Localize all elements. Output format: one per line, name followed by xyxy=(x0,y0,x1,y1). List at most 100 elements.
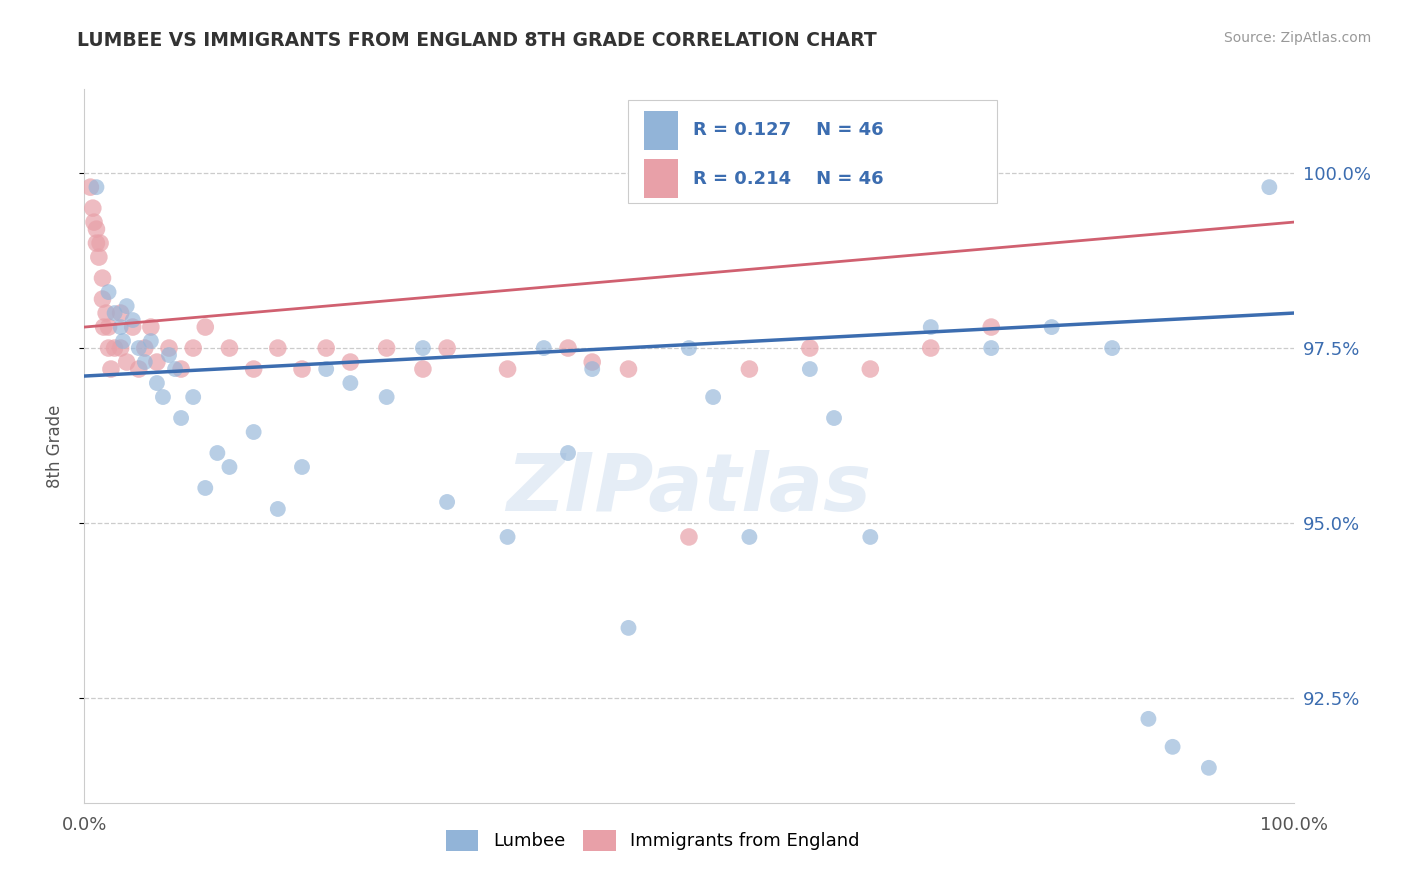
Point xyxy=(157,341,180,355)
Point xyxy=(170,362,193,376)
Text: Source: ZipAtlas.com: Source: ZipAtlas.com xyxy=(1223,31,1371,45)
Point xyxy=(738,362,761,376)
Point xyxy=(79,180,101,194)
Bar xyxy=(644,111,678,150)
Text: R = 0.127    N = 46: R = 0.127 N = 46 xyxy=(693,121,883,139)
Point xyxy=(702,390,724,404)
Point xyxy=(83,215,105,229)
Point xyxy=(112,334,135,348)
Point xyxy=(86,222,108,236)
Point xyxy=(194,481,217,495)
Point xyxy=(557,341,579,355)
Point xyxy=(181,390,204,404)
Point xyxy=(496,530,519,544)
Point xyxy=(97,341,120,355)
Point xyxy=(557,446,579,460)
Point xyxy=(134,355,156,369)
Point xyxy=(678,341,700,355)
Point xyxy=(91,292,114,306)
Point xyxy=(242,425,264,439)
Point xyxy=(581,362,603,376)
Point xyxy=(218,341,240,355)
Point xyxy=(110,341,132,355)
Point xyxy=(1161,739,1184,754)
Point xyxy=(89,236,111,251)
Text: R = 0.214    N = 46: R = 0.214 N = 46 xyxy=(693,169,883,187)
Point xyxy=(139,334,162,348)
Point xyxy=(496,362,519,376)
Point xyxy=(1258,180,1281,194)
Point xyxy=(242,362,264,376)
Point xyxy=(110,320,132,334)
Point xyxy=(678,530,700,544)
Point xyxy=(291,460,314,475)
Point xyxy=(100,362,122,376)
Point xyxy=(86,180,108,194)
Legend: Lumbee, Immigrants from England: Lumbee, Immigrants from England xyxy=(439,822,866,858)
Point xyxy=(436,341,458,355)
Point xyxy=(115,355,138,369)
Point xyxy=(128,362,150,376)
Point xyxy=(412,341,434,355)
Point xyxy=(110,306,132,320)
Point xyxy=(128,341,150,355)
Point xyxy=(617,621,640,635)
Point xyxy=(181,341,204,355)
Point xyxy=(799,341,821,355)
Point xyxy=(799,362,821,376)
Point xyxy=(267,341,290,355)
Point xyxy=(291,362,314,376)
Point xyxy=(194,320,217,334)
Point xyxy=(617,362,640,376)
Point xyxy=(920,341,942,355)
Point xyxy=(315,362,337,376)
Text: ZIPatlas: ZIPatlas xyxy=(506,450,872,528)
Point xyxy=(738,530,761,544)
Point xyxy=(920,320,942,334)
Point xyxy=(581,355,603,369)
Point xyxy=(859,530,882,544)
Point xyxy=(267,502,290,516)
Point xyxy=(93,320,115,334)
Point xyxy=(139,320,162,334)
Point xyxy=(823,411,845,425)
Point xyxy=(104,341,127,355)
Point xyxy=(146,376,169,390)
Point xyxy=(170,411,193,425)
Point xyxy=(94,306,117,320)
Point xyxy=(1137,712,1160,726)
FancyBboxPatch shape xyxy=(628,100,997,203)
Point xyxy=(1101,341,1123,355)
Point xyxy=(121,320,143,334)
Point xyxy=(97,285,120,299)
Point xyxy=(375,390,398,404)
Point xyxy=(104,306,127,320)
Point xyxy=(87,250,110,264)
Point xyxy=(859,362,882,376)
Point xyxy=(980,320,1002,334)
Point xyxy=(315,341,337,355)
Point xyxy=(152,390,174,404)
Point xyxy=(146,355,169,369)
Point xyxy=(91,271,114,285)
Point xyxy=(375,341,398,355)
Point xyxy=(533,341,555,355)
Point xyxy=(82,201,104,215)
Point xyxy=(339,355,361,369)
Point xyxy=(134,341,156,355)
Point xyxy=(218,460,240,475)
Point xyxy=(980,341,1002,355)
Point xyxy=(86,236,108,251)
Point xyxy=(207,446,229,460)
Bar xyxy=(644,159,678,198)
Point xyxy=(339,376,361,390)
Text: LUMBEE VS IMMIGRANTS FROM ENGLAND 8TH GRADE CORRELATION CHART: LUMBEE VS IMMIGRANTS FROM ENGLAND 8TH GR… xyxy=(77,31,877,50)
Point xyxy=(412,362,434,376)
Point xyxy=(97,320,120,334)
Point xyxy=(121,313,143,327)
Point xyxy=(1040,320,1063,334)
Point xyxy=(157,348,180,362)
Y-axis label: 8th Grade: 8th Grade xyxy=(45,404,63,488)
Point xyxy=(436,495,458,509)
Point xyxy=(115,299,138,313)
